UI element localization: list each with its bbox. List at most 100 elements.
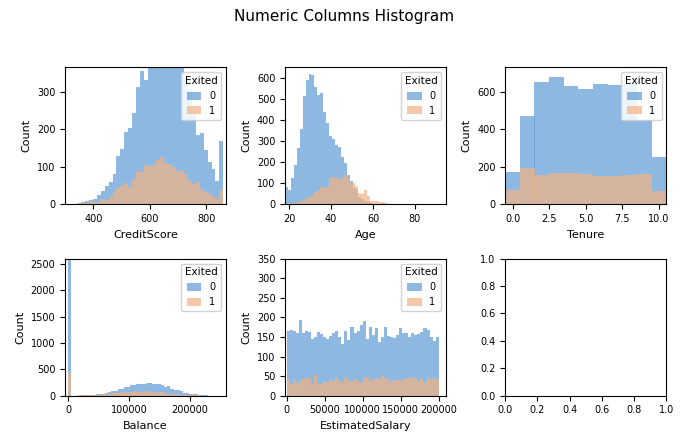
Bar (367, 202, 370, 204)
Bar (287, 331, 289, 396)
Bar (127, 387, 130, 396)
Bar (297, 148, 300, 204)
Bar (285, 203, 288, 204)
Bar (174, 390, 176, 396)
Bar (143, 392, 145, 396)
Bar (207, 194, 212, 204)
Bar (347, 178, 349, 204)
Bar (302, 379, 305, 396)
Bar (308, 379, 311, 396)
Bar (85, 201, 89, 204)
Bar (145, 383, 149, 396)
Bar (192, 184, 196, 204)
Bar (311, 339, 314, 396)
Bar (132, 113, 136, 204)
X-axis label: Balance: Balance (123, 421, 168, 431)
Bar (219, 190, 223, 204)
Text: Numeric Columns Histogram: Numeric Columns Histogram (234, 9, 455, 24)
Bar (314, 376, 317, 396)
Bar (361, 194, 364, 204)
Bar (347, 380, 351, 396)
Bar (152, 392, 155, 396)
Bar (96, 202, 101, 204)
Bar (393, 380, 396, 396)
Bar (520, 116, 535, 204)
Bar (320, 384, 323, 396)
Bar (198, 395, 201, 396)
Bar (93, 395, 96, 396)
Y-axis label: Count: Count (241, 119, 251, 153)
Bar (155, 384, 158, 396)
Bar (128, 187, 132, 204)
Bar (306, 80, 309, 204)
Bar (105, 394, 108, 396)
Bar (399, 381, 402, 396)
Bar (393, 338, 396, 396)
Bar (535, 175, 549, 204)
Bar (375, 327, 378, 396)
Bar (356, 189, 358, 204)
Bar (652, 157, 666, 204)
Bar (302, 334, 305, 396)
Bar (108, 394, 112, 396)
Bar (130, 392, 133, 396)
Bar (87, 395, 90, 396)
Bar (424, 382, 426, 396)
Legend: 0, 1: 0, 1 (401, 264, 442, 311)
Bar (384, 203, 388, 204)
Bar (192, 394, 195, 396)
Y-axis label: Count: Count (241, 310, 251, 344)
Bar (396, 335, 399, 396)
X-axis label: Tenure: Tenure (567, 230, 604, 240)
Bar (405, 378, 409, 396)
Bar (164, 36, 168, 204)
Legend: 0, 1: 0, 1 (401, 72, 442, 120)
Bar (105, 200, 109, 204)
Bar (420, 332, 424, 396)
Bar (329, 136, 332, 204)
X-axis label: EstimatedSalary: EstimatedSalary (320, 421, 411, 431)
Bar (172, 47, 176, 204)
Bar (300, 129, 302, 204)
Bar (367, 196, 370, 204)
Bar (314, 337, 317, 396)
Bar (207, 162, 212, 204)
Bar (96, 395, 99, 396)
Bar (341, 344, 344, 396)
Bar (296, 383, 299, 396)
Bar (170, 394, 174, 396)
Bar (125, 132, 128, 204)
Bar (168, 164, 172, 204)
Bar (390, 337, 393, 396)
Bar (353, 183, 356, 204)
Bar (384, 327, 387, 396)
Bar (414, 335, 418, 396)
Bar (347, 340, 351, 396)
Bar (136, 384, 139, 396)
Bar (326, 123, 329, 204)
Bar (349, 183, 353, 204)
Bar (125, 182, 128, 204)
Bar (402, 334, 405, 396)
Bar (203, 192, 207, 204)
Bar (378, 342, 381, 396)
Bar (187, 91, 192, 204)
Bar (353, 379, 357, 396)
Bar (180, 392, 183, 396)
Bar (121, 186, 125, 204)
Bar (362, 376, 366, 396)
Bar (411, 333, 414, 396)
Bar (332, 177, 335, 204)
Legend: 0, 1: 0, 1 (621, 72, 661, 120)
Bar (299, 320, 302, 396)
Bar (351, 327, 353, 396)
Bar (318, 190, 320, 204)
Bar (161, 392, 164, 396)
Bar (152, 384, 155, 396)
Bar (387, 336, 390, 396)
Bar (96, 394, 99, 396)
Bar (83, 395, 87, 396)
Bar (344, 175, 347, 204)
Bar (378, 379, 381, 396)
Bar (409, 337, 411, 396)
